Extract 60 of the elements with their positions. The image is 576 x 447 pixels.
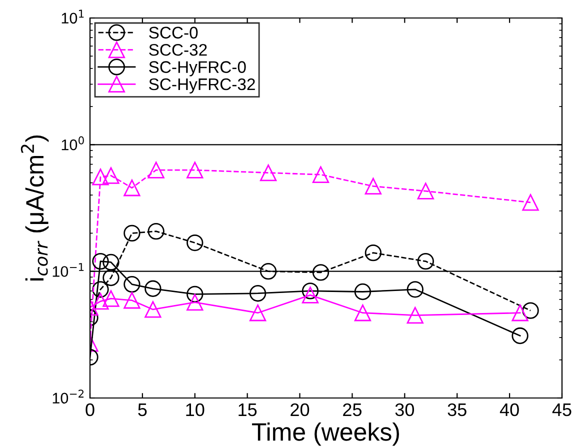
point xyxy=(186,294,204,311)
y-tick-label: 10$^{0}$ xyxy=(62,136,84,150)
x-tick-label: 30 xyxy=(395,403,414,416)
point xyxy=(92,292,109,310)
legend-label: SCC-32 xyxy=(149,44,207,56)
point xyxy=(102,269,120,286)
x-axis-title: Time (weeks) xyxy=(252,422,399,446)
y-tick-label: 10$^{1}$ xyxy=(62,10,84,24)
point xyxy=(364,244,382,262)
point xyxy=(260,164,277,182)
point xyxy=(144,301,162,318)
point xyxy=(354,304,372,322)
x-tick-label: 45 xyxy=(552,404,572,416)
point xyxy=(312,264,330,281)
x-tick-label: 20 xyxy=(290,403,310,416)
x-tick-label: 35 xyxy=(448,403,466,416)
point xyxy=(406,281,424,298)
point xyxy=(364,178,382,195)
point xyxy=(102,254,120,271)
point xyxy=(186,234,204,252)
point xyxy=(522,302,539,319)
point xyxy=(260,263,277,280)
point xyxy=(186,286,204,303)
point xyxy=(302,286,319,304)
legend-label: SCC-0 xyxy=(149,26,198,39)
x-tick-label: 15 xyxy=(238,404,257,416)
point xyxy=(124,180,140,196)
point xyxy=(522,194,539,211)
point xyxy=(417,252,434,270)
x-tick-label: 5 xyxy=(138,404,147,416)
point xyxy=(148,162,164,178)
point xyxy=(144,280,162,297)
point xyxy=(512,327,528,344)
x-tick-label: 40 xyxy=(500,403,519,416)
point xyxy=(512,304,528,322)
y-axis-title: i$_{corr}$ (μA/cm$^{2}$) xyxy=(20,135,49,280)
point xyxy=(124,276,140,293)
point xyxy=(92,252,109,270)
point xyxy=(148,222,164,240)
point xyxy=(354,283,372,300)
point xyxy=(186,162,204,178)
point xyxy=(102,290,120,307)
point xyxy=(312,166,330,183)
y-tick-label: 10$^{−1}$ xyxy=(52,263,84,277)
point xyxy=(92,168,109,186)
x-tick-label: 25 xyxy=(343,403,362,416)
legend-label: SC-HyFRC-32 xyxy=(149,78,255,94)
x-tick-label: 10 xyxy=(186,403,204,416)
point xyxy=(124,292,140,309)
point xyxy=(406,306,424,324)
point xyxy=(92,281,109,298)
point xyxy=(417,182,434,200)
point xyxy=(249,285,266,302)
x-tick-label: 0 xyxy=(86,403,94,416)
legend-label: SC-HyFRC-0 xyxy=(149,61,246,76)
point xyxy=(249,304,266,322)
point xyxy=(102,167,120,184)
point xyxy=(302,282,319,300)
point xyxy=(124,224,140,242)
y-tick-label: 10$^{−2}$ xyxy=(52,390,84,404)
